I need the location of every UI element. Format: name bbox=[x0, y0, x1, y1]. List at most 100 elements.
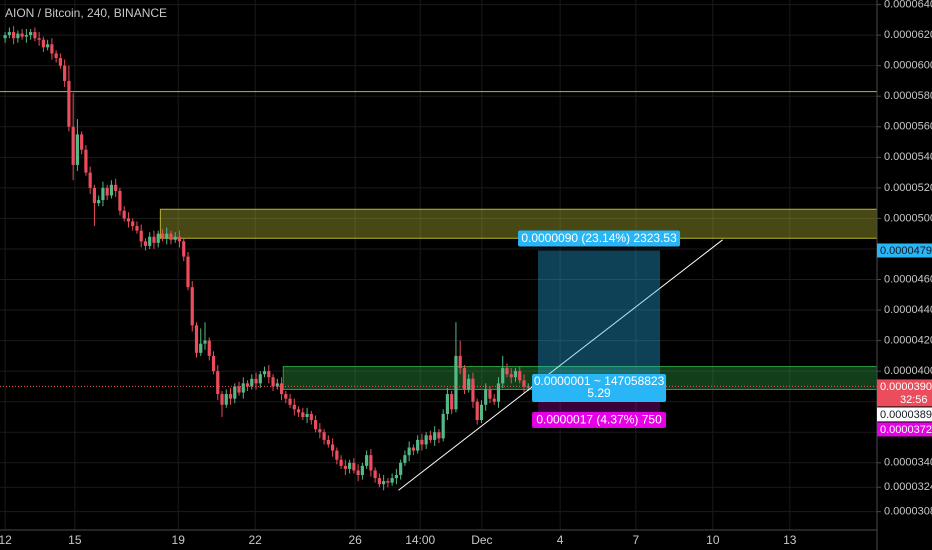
price-label: 0.0000389 bbox=[880, 409, 932, 421]
price-axis bbox=[877, 0, 932, 550]
x-tick-label: 13 bbox=[783, 533, 797, 547]
trend-line bbox=[398, 239, 723, 491]
x-tick-label: 14:00 bbox=[405, 533, 435, 547]
candle-body bbox=[194, 325, 199, 353]
y-tick-label: 0.0000420 bbox=[884, 335, 932, 347]
candle-body bbox=[101, 187, 105, 201]
candle-body bbox=[186, 256, 190, 288]
candle-body bbox=[284, 394, 288, 399]
candle-body bbox=[441, 413, 445, 439]
target-label-box bbox=[518, 230, 681, 247]
candle-body bbox=[33, 32, 37, 39]
y-tick-label: 0.0000440 bbox=[884, 304, 932, 316]
y-tick-label: 0.0000308 bbox=[884, 506, 932, 518]
candle-body bbox=[399, 462, 403, 476]
x-tick-label: 22 bbox=[249, 533, 263, 547]
candle-body bbox=[475, 401, 479, 421]
candle-body bbox=[114, 184, 118, 191]
candle-body bbox=[237, 386, 241, 393]
candle-body bbox=[271, 377, 275, 387]
candle-body bbox=[326, 439, 330, 445]
entry-label-box bbox=[532, 373, 667, 402]
y-tick-label: 0.0000600 bbox=[884, 60, 932, 72]
entry-label: 0.0000001 ~ 147058823 bbox=[534, 374, 665, 388]
candle-body bbox=[12, 32, 16, 39]
candle-body bbox=[46, 44, 50, 48]
candle-body bbox=[58, 58, 62, 66]
price-label-box bbox=[877, 243, 932, 258]
candle-body bbox=[156, 233, 160, 243]
candle-body bbox=[403, 455, 407, 463]
stop-label-box bbox=[532, 411, 667, 428]
y-tick-label: 0.0000620 bbox=[884, 29, 932, 41]
candle-body bbox=[288, 398, 292, 405]
candle-body bbox=[322, 432, 326, 440]
candle-body bbox=[199, 343, 203, 353]
candle-body bbox=[241, 383, 245, 393]
candle-body bbox=[339, 459, 343, 466]
candle-body bbox=[454, 355, 458, 410]
candle-body bbox=[152, 236, 156, 243]
candle-body bbox=[63, 65, 67, 81]
candle-body bbox=[29, 32, 33, 36]
candle-body bbox=[67, 80, 71, 127]
candle-body bbox=[279, 383, 284, 395]
candle-body bbox=[105, 187, 109, 196]
candle-body bbox=[80, 134, 84, 150]
candle-body bbox=[173, 236, 177, 240]
candle-body bbox=[462, 368, 467, 390]
candle-body bbox=[373, 470, 377, 479]
x-tick-label: 10 bbox=[706, 533, 720, 547]
candle-body bbox=[148, 236, 152, 246]
candle-body bbox=[479, 404, 484, 421]
y-tick-label: 0.0000520 bbox=[884, 182, 932, 194]
candle-body bbox=[143, 241, 148, 246]
candle-body bbox=[7, 32, 11, 36]
candle-body bbox=[122, 210, 126, 219]
candle-body bbox=[335, 450, 339, 460]
candle-body bbox=[330, 444, 335, 451]
candle-body bbox=[211, 355, 216, 372]
candle-body bbox=[220, 394, 224, 405]
plot-area: 0.0000090 (23.14%) 2323.53 0.0000001 ~ 14… bbox=[0, 0, 878, 530]
candle-body bbox=[139, 230, 143, 242]
price-label: 0.0000479 bbox=[880, 245, 932, 257]
candle-body bbox=[501, 368, 505, 384]
candle-body bbox=[75, 134, 80, 165]
candle-body bbox=[509, 374, 513, 378]
candle-body bbox=[518, 371, 522, 381]
candle-body bbox=[496, 383, 501, 402]
candle-body bbox=[407, 447, 411, 456]
x-tick-label: 19 bbox=[172, 533, 186, 547]
candle-body bbox=[190, 287, 194, 326]
candle-body bbox=[433, 432, 437, 440]
candle-body bbox=[369, 455, 373, 471]
y-tick-label: 0.0000560 bbox=[884, 121, 932, 133]
candle-body bbox=[165, 233, 169, 239]
candle-body bbox=[488, 389, 492, 399]
chart-title: AION / Bitcoin, 240, BINANCE bbox=[5, 6, 167, 20]
candle-body bbox=[254, 378, 258, 384]
candle-body bbox=[471, 378, 475, 402]
candle-body bbox=[88, 172, 92, 188]
candle-body bbox=[224, 394, 228, 405]
price-label: 0.0000372 bbox=[880, 424, 932, 436]
price-label: 0.0000390 bbox=[880, 381, 932, 393]
candle-body bbox=[428, 435, 433, 440]
candle-body bbox=[360, 465, 364, 476]
y-tick-label: 0.0000340 bbox=[884, 457, 932, 469]
x-tick-label: Dec bbox=[471, 533, 492, 547]
candle-body bbox=[313, 420, 318, 430]
candle-body bbox=[296, 409, 301, 413]
candle-body bbox=[228, 394, 233, 399]
candle-body bbox=[377, 478, 381, 485]
candle-body bbox=[513, 371, 518, 378]
candle-body bbox=[177, 236, 182, 242]
x-tick-label: 7 bbox=[633, 533, 640, 547]
candle-body bbox=[424, 435, 428, 445]
candle-body bbox=[245, 383, 250, 387]
candle-body bbox=[484, 389, 488, 405]
